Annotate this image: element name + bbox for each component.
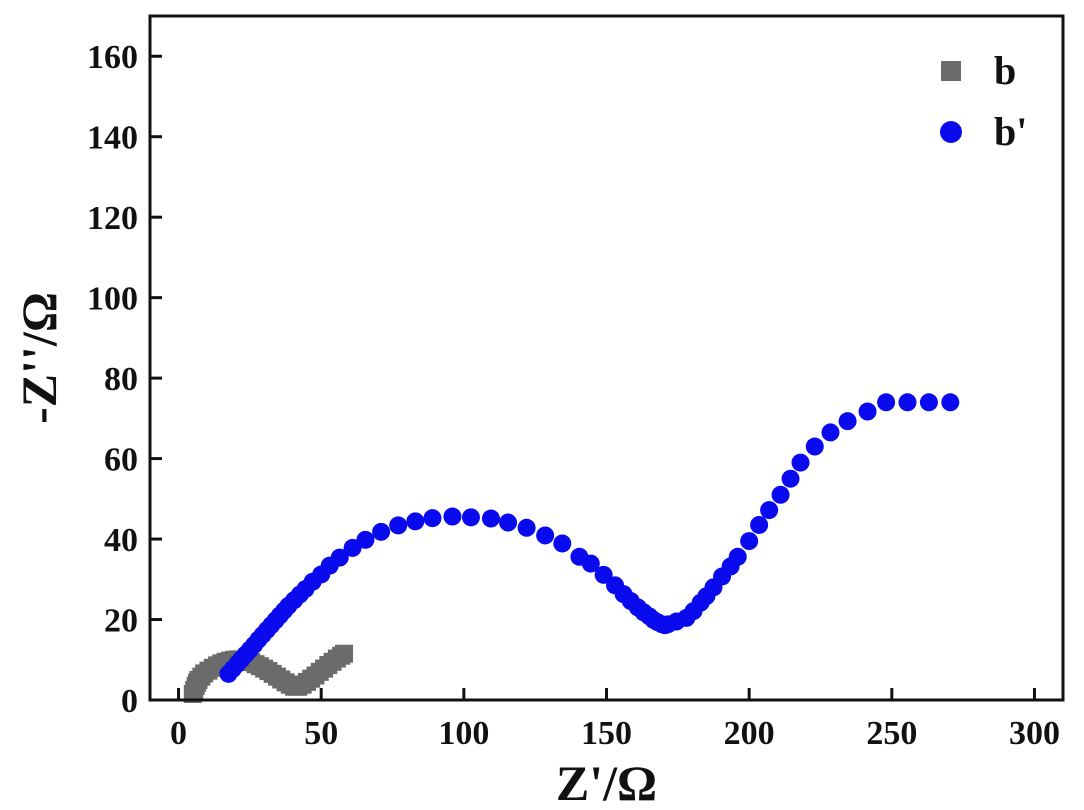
series-b-prime-point <box>728 547 747 566</box>
series-b-prime-point <box>406 512 425 531</box>
series-b-prime-point <box>919 393 938 412</box>
series-b-prime-point <box>423 509 442 528</box>
series-b-prime-point <box>553 534 572 553</box>
x-axis-label: Z'/Ω <box>556 755 657 810</box>
y-tick-label: 140 <box>87 120 138 157</box>
x-tick-label: 250 <box>866 715 917 752</box>
series-b-prime-point <box>389 516 408 535</box>
y-tick-label: 60 <box>104 442 138 479</box>
series-b-prime-point <box>594 565 613 584</box>
y-tick-label: 40 <box>104 522 138 559</box>
legend-marker-b <box>941 61 961 81</box>
series-b-prime-point <box>499 513 518 532</box>
series-b-prime-point <box>461 508 480 527</box>
y-tick-label: 20 <box>104 603 138 640</box>
x-tick-label: 50 <box>304 715 338 752</box>
series-b-prime-point <box>941 393 960 412</box>
series-b-prime-point <box>750 515 769 534</box>
y-tick-label: 0 <box>121 683 138 720</box>
y-tick-label: 120 <box>87 200 138 237</box>
series-b-prime-point <box>372 522 391 541</box>
series-b-prime-point <box>838 412 857 431</box>
x-tick-label: 100 <box>438 715 489 752</box>
y-axis-label: -Z''/Ω <box>11 292 67 424</box>
series-b-prime-point <box>877 393 896 412</box>
x-tick-label: 0 <box>170 715 187 752</box>
series-b-prime-point <box>517 518 536 537</box>
series-b-prime-point <box>481 509 500 528</box>
series-b-prime-point <box>740 532 759 551</box>
series-b-point <box>335 644 354 663</box>
x-tick-label: 150 <box>581 715 632 752</box>
series-b-prime-point <box>858 402 877 421</box>
series-b-prime-point <box>898 393 917 412</box>
series-b-prime-point <box>581 554 600 573</box>
series-b-prime-point <box>760 501 779 520</box>
series-b-prime-point <box>805 437 824 456</box>
legend-marker-b-prime <box>940 121 962 143</box>
series-b-prime-point <box>343 538 362 557</box>
legend-label: b <box>994 48 1016 93</box>
series-b-prime-point <box>536 526 555 545</box>
series-b-prime-point <box>821 423 840 442</box>
x-tick-label: 200 <box>724 715 775 752</box>
y-tick-label: 160 <box>87 39 138 76</box>
legend-label: b' <box>994 109 1027 154</box>
x-tick-label: 300 <box>1009 715 1060 752</box>
y-tick-label: 100 <box>87 281 138 318</box>
series-b-prime-point <box>791 453 810 472</box>
series-b-prime-point <box>356 530 375 549</box>
data-markers <box>183 393 960 703</box>
series-b-prime-point <box>781 469 800 488</box>
y-axis-ticks: 0 20 40 60 80 100 120 140 160 <box>87 39 162 720</box>
x-axis-ticks: 0 50 100 150 200 250 300 <box>170 688 1060 752</box>
series-b-prime-point <box>330 548 349 567</box>
legend: b b' <box>940 48 1027 154</box>
series-b-prime-point <box>771 485 790 504</box>
series-b-prime-point <box>443 507 462 526</box>
y-tick-label: 80 <box>104 361 138 398</box>
